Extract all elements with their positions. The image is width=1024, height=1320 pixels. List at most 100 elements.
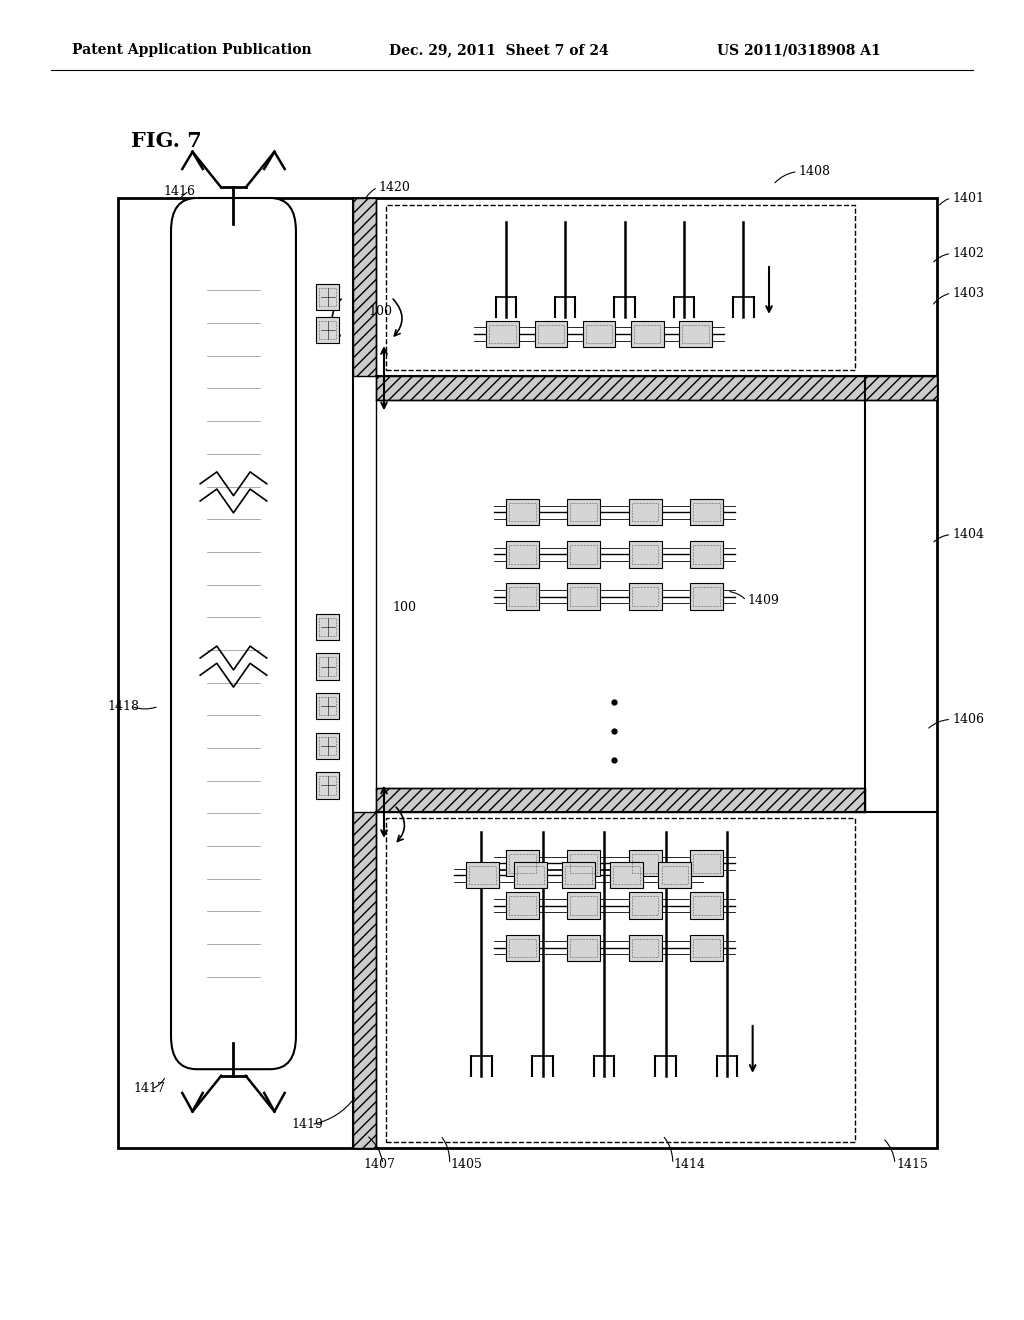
Bar <box>509 587 536 606</box>
Text: 1415: 1415 <box>896 1158 928 1171</box>
Bar <box>693 939 720 957</box>
Bar <box>319 288 336 306</box>
Bar <box>506 935 539 961</box>
Bar <box>316 284 339 310</box>
Bar <box>690 541 723 568</box>
Bar <box>583 321 615 347</box>
Bar <box>629 892 662 919</box>
Bar <box>567 583 600 610</box>
Text: 1416: 1416 <box>164 185 196 198</box>
Bar <box>509 545 536 564</box>
Bar <box>319 618 336 636</box>
Bar <box>562 862 595 888</box>
Bar <box>517 866 544 884</box>
Bar <box>376 788 865 812</box>
Bar <box>658 862 691 888</box>
Bar <box>682 325 709 343</box>
Bar <box>693 545 720 564</box>
Bar <box>632 854 658 873</box>
Bar <box>570 587 597 606</box>
Text: FIG. 7: FIG. 7 <box>131 131 202 152</box>
Bar <box>690 583 723 610</box>
Bar <box>634 325 660 343</box>
Bar <box>629 583 662 610</box>
Text: 1402: 1402 <box>952 247 984 260</box>
Bar <box>631 321 664 347</box>
Bar <box>319 321 336 339</box>
Bar <box>319 776 336 795</box>
Bar <box>567 541 600 568</box>
Bar <box>632 896 658 915</box>
Bar <box>570 939 597 957</box>
Text: 1419: 1419 <box>292 1118 324 1131</box>
Text: 1408: 1408 <box>799 165 830 178</box>
Bar <box>319 697 336 715</box>
Bar <box>509 939 536 957</box>
Bar <box>632 587 658 606</box>
Bar <box>693 503 720 521</box>
Bar <box>632 939 658 957</box>
Text: 1420: 1420 <box>379 181 411 194</box>
Bar <box>629 935 662 961</box>
Text: 1417: 1417 <box>133 1082 165 1096</box>
Bar <box>316 317 339 343</box>
Bar <box>632 503 658 521</box>
Bar <box>118 198 937 1148</box>
Bar <box>535 321 567 347</box>
Bar <box>690 499 723 525</box>
Bar <box>632 545 658 564</box>
Bar <box>565 866 592 884</box>
Text: 1418: 1418 <box>108 700 139 713</box>
Bar <box>509 896 536 915</box>
Bar <box>316 733 339 759</box>
Text: 1404: 1404 <box>952 528 984 541</box>
Bar <box>466 862 499 888</box>
Bar <box>319 737 336 755</box>
Bar <box>316 693 339 719</box>
Bar <box>353 198 376 376</box>
Bar <box>319 657 336 676</box>
Bar <box>538 325 564 343</box>
Text: 1407: 1407 <box>364 1158 395 1171</box>
Text: 1409: 1409 <box>748 594 779 607</box>
Bar <box>506 850 539 876</box>
Text: 1405: 1405 <box>451 1158 482 1171</box>
Bar <box>514 862 547 888</box>
Bar <box>509 854 536 873</box>
Bar <box>353 812 376 1148</box>
Bar <box>567 850 600 876</box>
Bar <box>629 541 662 568</box>
Bar <box>570 503 597 521</box>
Bar <box>693 587 720 606</box>
Text: 1401: 1401 <box>952 191 984 205</box>
Bar <box>570 545 597 564</box>
Text: Dec. 29, 2011  Sheet 7 of 24: Dec. 29, 2011 Sheet 7 of 24 <box>389 44 609 57</box>
Bar <box>376 376 937 400</box>
Bar <box>629 499 662 525</box>
Text: 1406: 1406 <box>952 713 984 726</box>
Bar <box>690 850 723 876</box>
Bar <box>679 321 712 347</box>
Bar <box>506 892 539 919</box>
Text: Patent Application Publication: Patent Application Publication <box>72 44 311 57</box>
Text: US 2011/0318908 A1: US 2011/0318908 A1 <box>717 44 881 57</box>
Bar <box>570 896 597 915</box>
Bar <box>610 862 643 888</box>
Bar <box>567 935 600 961</box>
Bar <box>506 541 539 568</box>
Bar <box>316 614 339 640</box>
Bar <box>567 892 600 919</box>
Bar <box>693 896 720 915</box>
Bar <box>469 866 496 884</box>
Text: 100: 100 <box>369 305 392 318</box>
Bar <box>506 583 539 610</box>
Bar <box>690 935 723 961</box>
Bar <box>386 818 855 1142</box>
FancyBboxPatch shape <box>171 198 296 1069</box>
Bar <box>506 499 539 525</box>
Bar <box>693 854 720 873</box>
Bar <box>489 325 516 343</box>
Bar <box>613 866 640 884</box>
Bar <box>586 325 612 343</box>
Bar <box>662 866 688 884</box>
